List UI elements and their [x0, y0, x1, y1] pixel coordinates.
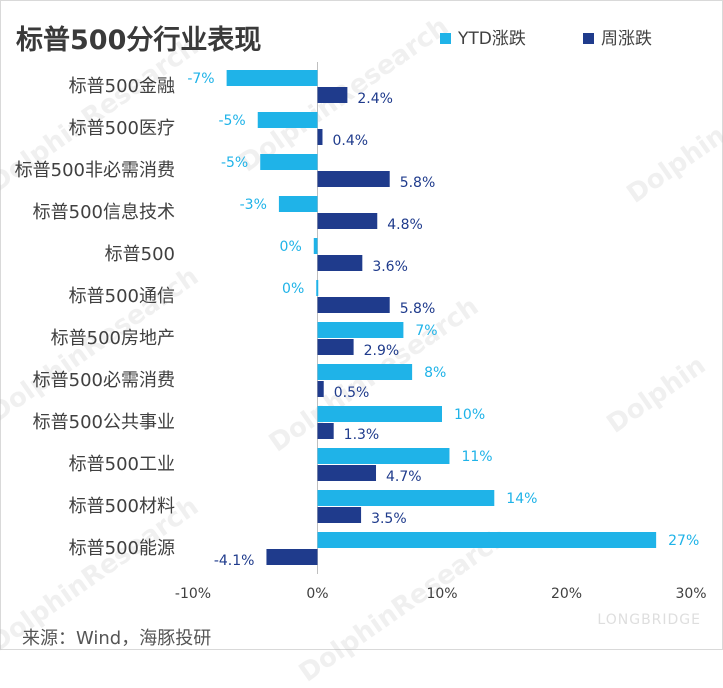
ytd-bar [313, 238, 318, 254]
legend-week-label: 周涨跌 [601, 29, 652, 49]
week-data-label: -4.1% [214, 553, 255, 569]
legend-ytd-label: YTD涨跌 [458, 29, 526, 49]
ytd-data-label: -7% [187, 71, 214, 87]
ytd-bar [317, 448, 450, 464]
week-bar [317, 87, 348, 103]
x-tick-label: -10% [175, 586, 211, 602]
week-bar [317, 129, 323, 145]
ytd-bar [226, 70, 318, 86]
ytd-data-label: 0% [280, 239, 302, 255]
ytd-bar [317, 406, 442, 422]
ytd-bar [317, 532, 657, 548]
week-data-label: 4.7% [386, 469, 422, 485]
week-bar [317, 339, 354, 355]
week-data-label: 0.4% [332, 133, 368, 149]
ytd-bar [317, 490, 495, 506]
week-bar [317, 255, 363, 271]
week-bar [317, 381, 324, 397]
x-tick-label: 0% [306, 586, 328, 602]
legend-week: 周涨跌 [583, 24, 652, 49]
week-data-label: 2.9% [364, 343, 400, 359]
week-bar [317, 213, 378, 229]
category-label: 标普500公共事业 [33, 412, 175, 433]
week-data-label: 5.8% [400, 301, 436, 317]
bar-chart: 标普500金融 -7% 2.4% 标普500医疗 -5% 0.4% 标普500非必需消费 -5… [15, 62, 707, 602]
ytd-data-label: 10% [454, 407, 485, 423]
week-bar [317, 507, 362, 523]
category-label: 标普500信息技术 [33, 202, 175, 223]
category-label: 标普500金融 [69, 76, 175, 97]
ytd-data-label: 0% [282, 281, 304, 297]
x-tick-label: 10% [426, 586, 457, 602]
x-tick-label: 20% [551, 586, 582, 602]
ytd-bar [278, 196, 318, 212]
ytd-bar [260, 154, 318, 170]
ytd-data-label: -5% [218, 113, 245, 129]
ytd-bar [257, 112, 318, 128]
category-label: 标普500通信 [69, 286, 175, 307]
legend-ytd-swatch [440, 33, 451, 44]
category-label: 标普500工业 [69, 454, 175, 475]
ytd-data-label: 11% [461, 449, 492, 465]
week-data-label: 5.8% [400, 175, 436, 191]
week-bar [317, 171, 390, 187]
legend-week-swatch [583, 33, 594, 44]
logo-watermark: LONGBRIDGE [597, 612, 701, 628]
week-data-label: 3.6% [372, 259, 408, 275]
ytd-data-label: -3% [240, 197, 267, 213]
category-label: 标普500材料 [69, 496, 175, 517]
category-label: 标普500能源 [69, 538, 175, 559]
week-bar [317, 423, 334, 439]
ytd-data-label: -5% [221, 155, 248, 171]
ytd-bar [317, 322, 404, 338]
week-data-label: 2.4% [357, 91, 393, 107]
ytd-data-label: 8% [424, 365, 446, 381]
legend-ytd: YTD涨跌 [440, 24, 526, 49]
ytd-data-label: 27% [668, 533, 699, 549]
category-label: 标普500非必需消费 [15, 160, 175, 181]
week-data-label: 1.3% [344, 427, 380, 443]
ytd-data-label: 7% [415, 323, 437, 339]
ytd-bar [317, 364, 413, 380]
week-bar [266, 549, 318, 565]
week-data-label: 4.8% [387, 217, 423, 233]
week-data-label: 3.5% [371, 511, 407, 527]
category-label: 标普500医疗 [69, 118, 175, 139]
ytd-bar [316, 280, 319, 296]
category-label: 标普500必需消费 [33, 370, 175, 391]
category-label: 标普500房地产 [51, 328, 175, 349]
category-label: 标普500 [105, 244, 175, 265]
ytd-data-label: 14% [506, 491, 537, 507]
week-bar [317, 465, 377, 481]
week-bar [317, 297, 390, 313]
week-data-label: 0.5% [334, 385, 370, 401]
x-tick-label: 30% [675, 586, 706, 602]
source-note: 来源：Wind，海豚投研 [22, 628, 212, 649]
chart-title: 标普500分行业表现 [16, 25, 262, 56]
